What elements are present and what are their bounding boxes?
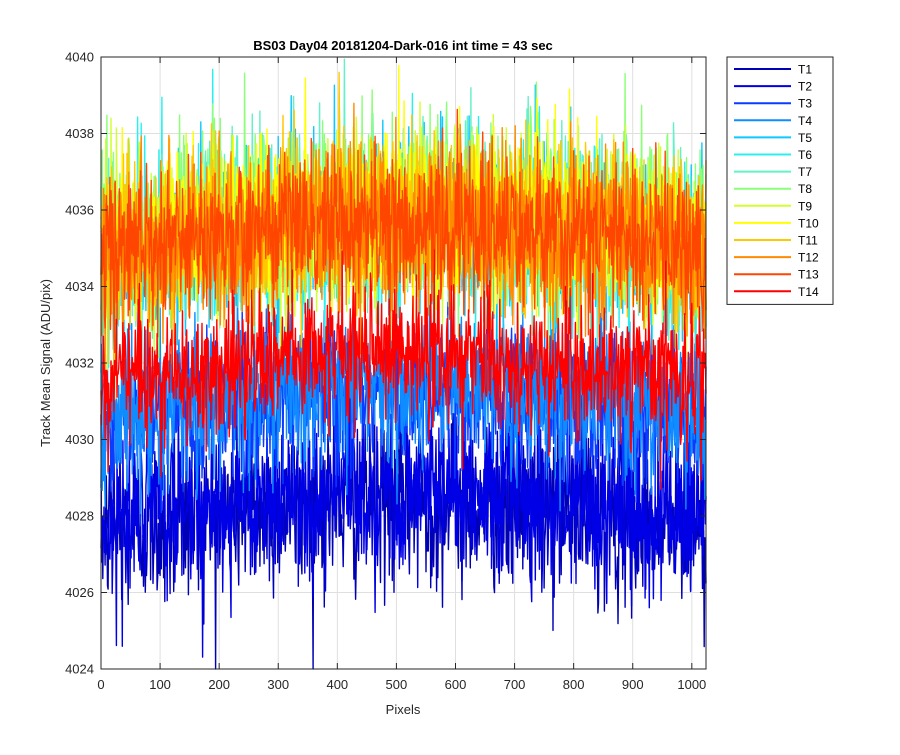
y-tick-label: 4036 [65, 203, 94, 218]
legend-label-t5: T5 [798, 131, 812, 145]
y-tick-label: 4032 [65, 356, 94, 371]
x-tick-label: 400 [326, 677, 348, 692]
x-tick-label: 200 [208, 677, 230, 692]
legend-label-t13: T13 [798, 268, 819, 282]
y-tick-label: 4024 [65, 662, 94, 677]
y-tick-label: 4038 [65, 126, 94, 141]
y-axis-label: Track Mean Signal (ADU/pix) [38, 279, 53, 447]
legend-label-t9: T9 [798, 199, 812, 213]
x-tick-label: 500 [386, 677, 408, 692]
legend-label-t2: T2 [798, 80, 812, 94]
y-tick-label: 4026 [65, 585, 94, 600]
y-tick-label: 4028 [65, 509, 94, 524]
x-axis-label: Pixels [386, 702, 421, 717]
y-tick-label: 4034 [65, 279, 94, 294]
x-tick-label: 300 [267, 677, 289, 692]
x-tick-label: 700 [504, 677, 526, 692]
legend-label-t12: T12 [798, 251, 819, 265]
x-tick-label: 0 [97, 677, 104, 692]
chart-title: BS03 Day04 20181204-Dark-016 int time = … [253, 38, 553, 53]
legend: T1 T2 T3 T4 T5 T6 T7 T8 T9 T10 T11 T12 T13 T14 [726, 56, 834, 305]
legend-label-t1: T1 [798, 63, 812, 77]
legend-label-t11: T11 [798, 234, 818, 248]
x-tick-label: 100 [149, 677, 171, 692]
legend-label-t3: T3 [798, 97, 812, 111]
x-tick-label: 800 [563, 677, 585, 692]
legend-label-t8: T8 [798, 182, 812, 196]
series-line-t14 [100, 249, 707, 490]
legend-label-t6: T6 [798, 148, 812, 162]
x-tick-label: 1000 [677, 677, 706, 692]
series-line-t13 [100, 108, 707, 354]
y-tick-label: 4040 [65, 50, 94, 65]
legend-label-t10: T10 [798, 216, 819, 230]
x-tick-label: 900 [622, 677, 644, 692]
legend-label-t4: T4 [798, 114, 812, 128]
y-tick-label: 4030 [65, 432, 94, 447]
legend-label-t7: T7 [798, 165, 812, 179]
legend-label-t14: T14 [798, 285, 819, 299]
series-line-t2 [100, 366, 707, 658]
legend-box [726, 56, 834, 305]
x-tick-label: 600 [445, 677, 467, 692]
